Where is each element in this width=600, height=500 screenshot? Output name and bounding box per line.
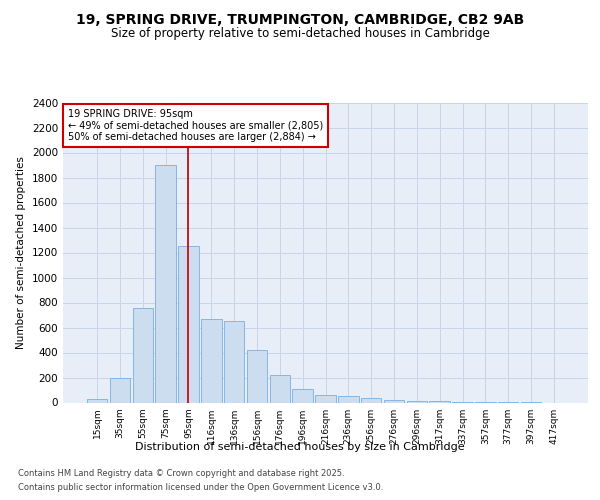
Bar (430, 401, 450, 402)
Bar (407, 400, 427, 402)
Bar (384, 400, 404, 402)
Text: 19 SPRING DRIVE: 95sqm
← 49% of semi-detached houses are smaller (2,805)
50% of : 19 SPRING DRIVE: 95sqm ← 49% of semi-det… (68, 108, 323, 142)
Bar (201, 319, 221, 402)
Bar (110, 378, 130, 402)
Bar (338, 396, 359, 402)
Text: Distribution of semi-detached houses by size in Cambridge: Distribution of semi-detached houses by … (135, 442, 465, 452)
Text: 19, SPRING DRIVE, TRUMPINGTON, CAMBRIDGE, CB2 9AB: 19, SPRING DRIVE, TRUMPINGTON, CAMBRIDGE… (76, 12, 524, 26)
Bar (292, 389, 313, 402)
Text: Contains HM Land Registry data © Crown copyright and database right 2025.: Contains HM Land Registry data © Crown c… (18, 468, 344, 477)
Y-axis label: Number of semi-detached properties: Number of semi-detached properties (16, 156, 26, 349)
Bar (87, 400, 107, 402)
Text: Size of property relative to semi-detached houses in Cambridge: Size of property relative to semi-detach… (110, 28, 490, 40)
Bar (178, 246, 199, 402)
Bar (247, 350, 267, 403)
Bar (155, 165, 176, 402)
Bar (315, 395, 336, 402)
Bar (361, 398, 382, 402)
Text: Contains public sector information licensed under the Open Government Licence v3: Contains public sector information licen… (18, 484, 383, 492)
Bar (133, 308, 153, 402)
Bar (224, 322, 244, 402)
Bar (269, 375, 290, 402)
